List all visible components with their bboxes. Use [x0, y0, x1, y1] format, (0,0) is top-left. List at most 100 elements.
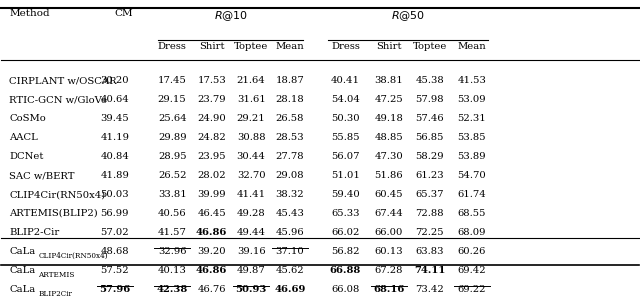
Text: CaLa: CaLa: [9, 247, 35, 256]
Text: 42.38: 42.38: [157, 285, 188, 294]
Text: 45.38: 45.38: [415, 76, 444, 85]
Text: 32.96: 32.96: [158, 247, 186, 256]
Text: 65.37: 65.37: [415, 190, 444, 199]
Text: ARTEMIS(BLIP2): ARTEMIS(BLIP2): [9, 209, 98, 218]
Text: 28.18: 28.18: [276, 95, 305, 104]
Text: 59.40: 59.40: [331, 190, 360, 199]
Text: 38.32: 38.32: [276, 190, 305, 199]
Text: $R@50$: $R@50$: [391, 9, 425, 23]
Text: CLIP4Cir(RN50x4): CLIP4Cir(RN50x4): [9, 190, 106, 199]
Text: 45.96: 45.96: [276, 228, 305, 237]
Text: 72.25: 72.25: [415, 228, 444, 237]
Text: Mean: Mean: [458, 42, 486, 51]
Text: 28.95: 28.95: [158, 152, 186, 161]
Text: BLIP2Cir: BLIP2Cir: [38, 290, 72, 296]
Text: 51.86: 51.86: [374, 171, 403, 180]
Text: 46.86: 46.86: [196, 266, 227, 275]
Text: 29.15: 29.15: [158, 95, 186, 104]
Text: 57.96: 57.96: [99, 285, 131, 294]
Text: 30.44: 30.44: [237, 152, 266, 161]
Text: 49.87: 49.87: [237, 266, 266, 275]
Text: 68.16: 68.16: [373, 285, 404, 294]
Text: 48.68: 48.68: [100, 247, 129, 256]
Text: Method: Method: [9, 9, 50, 18]
Text: 18.87: 18.87: [276, 76, 305, 85]
Text: CM: CM: [115, 9, 133, 18]
Text: 41.41: 41.41: [237, 190, 266, 199]
Text: 47.25: 47.25: [374, 95, 403, 104]
Text: BLIP2-Cir: BLIP2-Cir: [9, 228, 60, 237]
Text: 74.11: 74.11: [414, 266, 445, 275]
Text: 26.58: 26.58: [276, 114, 304, 123]
Text: 48.85: 48.85: [374, 133, 403, 142]
Text: 57.02: 57.02: [100, 228, 129, 237]
Text: RTIC-GCN w/GloVe: RTIC-GCN w/GloVe: [9, 95, 107, 104]
Text: 38.81: 38.81: [374, 76, 403, 85]
Text: 55.85: 55.85: [331, 133, 360, 142]
Text: 68.55: 68.55: [458, 209, 486, 218]
Text: 33.81: 33.81: [158, 190, 186, 199]
Text: 29.08: 29.08: [276, 171, 305, 180]
Text: 39.45: 39.45: [100, 114, 129, 123]
Text: 39.16: 39.16: [237, 247, 266, 256]
Text: ARTEMIS: ARTEMIS: [38, 271, 75, 279]
Text: Dress: Dress: [331, 42, 360, 51]
Text: 53.09: 53.09: [458, 95, 486, 104]
Text: 40.56: 40.56: [158, 209, 186, 218]
Text: 60.13: 60.13: [374, 247, 403, 256]
Text: 32.70: 32.70: [237, 171, 266, 180]
Text: 66.00: 66.00: [374, 228, 403, 237]
Text: 63.83: 63.83: [415, 247, 444, 256]
Text: 46.76: 46.76: [197, 285, 226, 294]
Text: Dress: Dress: [157, 42, 187, 51]
Text: 53.85: 53.85: [458, 133, 486, 142]
Text: 51.01: 51.01: [331, 171, 360, 180]
Text: 49.18: 49.18: [374, 114, 403, 123]
Text: 49.28: 49.28: [237, 209, 266, 218]
Text: 40.41: 40.41: [331, 76, 360, 85]
Text: 53.89: 53.89: [458, 152, 486, 161]
Text: 40.13: 40.13: [157, 266, 187, 275]
Text: SAC w/BERT: SAC w/BERT: [9, 171, 74, 180]
Text: 61.23: 61.23: [415, 171, 444, 180]
Text: 56.99: 56.99: [100, 209, 129, 218]
Text: CLIP4Cir(RN50x4): CLIP4Cir(RN50x4): [38, 252, 108, 260]
Text: 49.44: 49.44: [237, 228, 266, 237]
Text: 39.99: 39.99: [197, 190, 226, 199]
Text: 66.02: 66.02: [332, 228, 360, 237]
Text: 31.61: 31.61: [237, 95, 266, 104]
Text: 45.43: 45.43: [276, 209, 305, 218]
Text: 47.30: 47.30: [374, 152, 403, 161]
Text: 56.07: 56.07: [332, 152, 360, 161]
Text: CaLa: CaLa: [9, 285, 35, 294]
Text: 57.46: 57.46: [415, 114, 444, 123]
Text: 28.02: 28.02: [197, 171, 226, 180]
Text: CIRPLANT w/OSCAR: CIRPLANT w/OSCAR: [9, 76, 116, 85]
Text: 46.69: 46.69: [275, 285, 306, 294]
Text: 41.57: 41.57: [157, 228, 187, 237]
Text: 17.45: 17.45: [157, 76, 187, 85]
Text: 40.84: 40.84: [100, 152, 129, 161]
Text: 28.53: 28.53: [276, 133, 305, 142]
Text: 45.62: 45.62: [276, 266, 305, 275]
Text: Shirt: Shirt: [376, 42, 401, 51]
Text: 57.98: 57.98: [415, 95, 444, 104]
Text: 24.82: 24.82: [197, 133, 226, 142]
Text: 30.20: 30.20: [100, 76, 129, 85]
Text: 60.26: 60.26: [458, 247, 486, 256]
Text: CoSMo: CoSMo: [9, 114, 46, 123]
Text: 27.78: 27.78: [276, 152, 305, 161]
Text: 46.86: 46.86: [196, 228, 227, 237]
Text: CaLa: CaLa: [9, 266, 35, 275]
Text: 17.53: 17.53: [197, 76, 226, 85]
Text: 69.42: 69.42: [458, 266, 486, 275]
Text: 69.22: 69.22: [458, 285, 486, 294]
Text: 40.64: 40.64: [100, 95, 129, 104]
Text: 25.64: 25.64: [158, 114, 186, 123]
Text: 24.90: 24.90: [197, 114, 226, 123]
Text: 26.52: 26.52: [158, 171, 186, 180]
Text: 56.85: 56.85: [415, 133, 444, 142]
Text: 60.45: 60.45: [374, 190, 403, 199]
Text: 54.04: 54.04: [331, 95, 360, 104]
Text: 66.08: 66.08: [332, 285, 360, 294]
